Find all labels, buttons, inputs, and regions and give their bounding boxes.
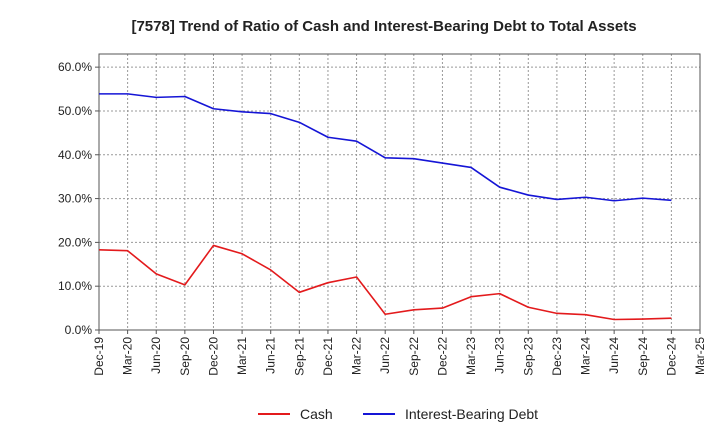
legend-label: Cash [300,406,333,422]
y-tick-label: 20.0% [58,235,92,249]
legend: Cash Interest-Bearing Debt [258,406,538,422]
x-tick-label: Mar-22 [350,337,364,375]
x-tick-label: Dec-22 [435,337,449,376]
y-tick-label: 10.0% [58,279,92,293]
x-tick-label: Jun-20 [149,337,163,374]
y-tick-label: 50.0% [58,104,92,118]
x-tick-label: Mar-21 [235,337,249,375]
y-tick-label: 0.0% [65,323,93,337]
x-tick-label: Mar-23 [464,337,478,375]
x-tick-label: Sep-24 [636,337,650,376]
x-tick-label: Mar-20 [121,337,135,375]
x-tick-label: Jun-21 [264,337,278,374]
x-tick-label: Dec-19 [92,337,106,376]
x-tick-label: Jun-22 [378,337,392,374]
grid [99,54,700,330]
y-tick-label: 30.0% [58,192,92,206]
x-tick-label: Dec-24 [664,337,678,376]
x-tick-label: Sep-22 [407,337,421,376]
x-tick-label: Sep-20 [178,337,192,376]
y-axis: 0.0% 10.0% 20.0% 30.0% 40.0% 50.0% 60.0% [58,60,99,337]
x-tick-label: Dec-20 [206,337,220,376]
x-tick-label: Mar-25 [693,337,707,375]
x-tick-label: Sep-21 [292,337,306,376]
series-group [98,93,672,321]
y-tick-label: 60.0% [58,60,92,74]
x-axis: Dec-19 Mar-20 Jun-20 Sep-20 Dec-20 Mar-21 Jun-… [92,330,707,376]
chart-title: [7578] Trend of Ratio of Cash and Intere… [131,18,636,35]
y-tick-label: 40.0% [58,148,92,162]
x-tick-label: Jun-24 [607,337,621,374]
x-tick-label: Dec-21 [321,337,335,376]
x-tick-label: Sep-23 [521,337,535,376]
x-tick-label: Dec-23 [550,337,564,376]
x-tick-label: Jun-23 [493,337,507,374]
x-tick-label: Mar-24 [579,337,593,375]
legend-label: Interest-Bearing Debt [405,406,538,422]
series-line-interest-bearing-debt [99,93,672,202]
series-line-cash [98,244,672,321]
plot-area [98,53,701,331]
